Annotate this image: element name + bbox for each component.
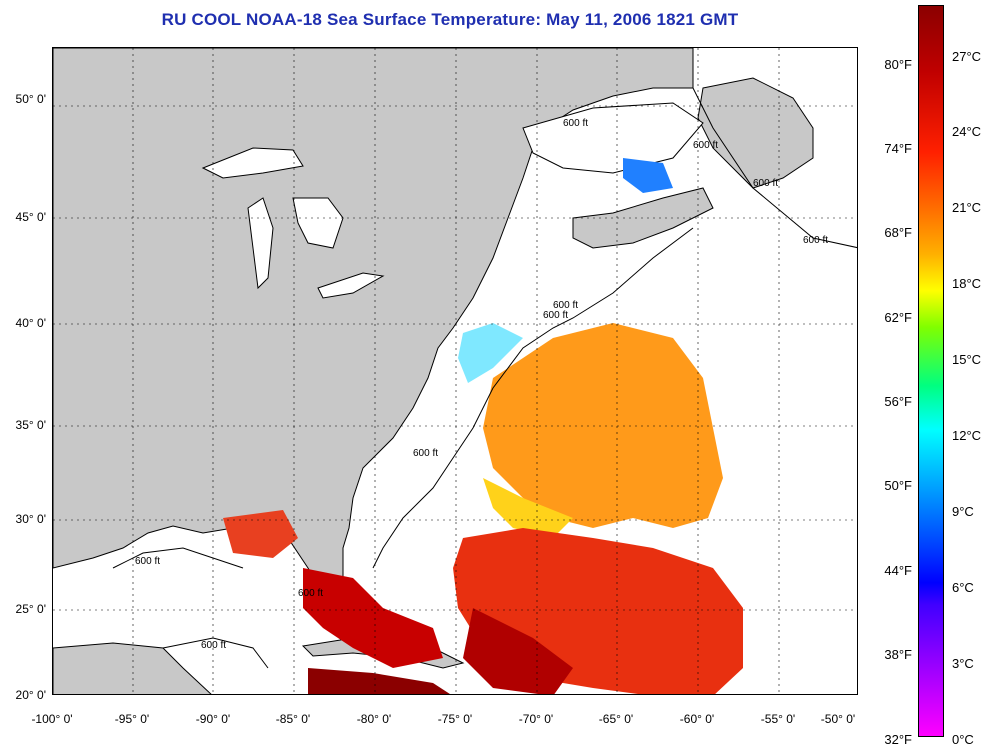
gulf-st-lawrence: [522, 102, 704, 174]
contour-label: 600 ft: [413, 448, 438, 459]
fahrenheit-label: 44°F: [884, 563, 912, 578]
fahrenheit-label: 68°F: [884, 225, 912, 240]
celsius-label: 21°C: [952, 200, 982, 215]
lon-label: -55° 0': [760, 712, 796, 726]
fahrenheit-label: 50°F: [884, 478, 912, 493]
fahrenheit-label: 80°F: [884, 57, 912, 72]
lake-huron: [292, 197, 344, 249]
lon-label: -95° 0': [114, 712, 150, 726]
celsius-label: 18°C: [952, 276, 982, 291]
contour-label: 600 ft: [753, 178, 778, 189]
lat-label: 20° 0': [15, 688, 46, 702]
lat-label: 25° 0': [15, 602, 46, 616]
shelf-contour-600ft: [112, 87, 857, 669]
sst-map[interactable]: 600 ft 600 ft 600 ft 600 ft 600 ft 600 f…: [52, 47, 858, 695]
celsius-label: 24°C: [952, 124, 982, 139]
lon-label: -70° 0': [518, 712, 554, 726]
fahrenheit-label: 62°F: [884, 310, 912, 325]
sst-yellow-band: [483, 478, 573, 538]
lake-michigan: [247, 197, 274, 290]
map-canvas: 600 ft 600 ft 600 ft 600 ft 600 ft 600 f…: [53, 48, 857, 694]
lon-label: -100° 0': [31, 712, 73, 726]
contour-label: 600 ft: [693, 140, 718, 151]
lon-label: -50° 0': [820, 712, 856, 726]
contour-label: 600 ft: [563, 118, 588, 129]
lat-lon-grid: [53, 48, 857, 694]
contour-label: 600 ft: [298, 588, 323, 599]
sst-gulf-patch: [223, 510, 298, 558]
lat-label: 50° 0': [15, 92, 46, 106]
fahrenheit-label: 32°F: [884, 732, 912, 747]
yucatan-land: [53, 642, 212, 694]
lat-label: 45° 0': [15, 210, 46, 224]
contour-label: 600 ft: [553, 300, 578, 311]
contour-label: 600 ft: [135, 556, 160, 567]
lat-label: 30° 0': [15, 512, 46, 526]
sst-florida-keys: [303, 568, 443, 668]
contour-label: 600 ft: [803, 235, 828, 246]
contour-label: 600 ft: [543, 310, 568, 321]
lat-label: 40° 0': [15, 316, 46, 330]
celsius-label: 0°C: [952, 732, 974, 747]
newfoundland-land: [697, 77, 814, 189]
lat-label: 35° 0': [15, 418, 46, 432]
lon-label: -65° 0': [598, 712, 634, 726]
celsius-label: 6°C: [952, 580, 974, 595]
celsius-label: 15°C: [952, 352, 982, 367]
celsius-label: 9°C: [952, 504, 974, 519]
celsius-label: 3°C: [952, 656, 974, 671]
sst-caribbean-hot: [463, 608, 573, 694]
fahrenheit-label: 74°F: [884, 141, 912, 156]
sst-gulf-stlawrence-cold: [623, 158, 673, 193]
temperature-colorbar: [918, 5, 944, 737]
lon-label: -80° 0': [356, 712, 392, 726]
lon-label: -90° 0': [195, 712, 231, 726]
lon-label: -60° 0': [679, 712, 715, 726]
sst-cuba-hot: [308, 668, 450, 694]
lake-erie: [317, 272, 385, 299]
lon-label: -85° 0': [275, 712, 311, 726]
page-title: RU COOL NOAA-18 Sea Surface Temperature:…: [161, 10, 739, 29]
fahrenheit-label: 38°F: [884, 647, 912, 662]
sst-northeast-cold: [458, 323, 523, 383]
celsius-label: 12°C: [952, 428, 982, 443]
celsius-label: 27°C: [952, 49, 982, 64]
fahrenheit-label: 56°F: [884, 394, 912, 409]
lon-label: -75° 0': [437, 712, 473, 726]
lake-superior: [201, 147, 304, 179]
contour-label: 600 ft: [201, 640, 226, 651]
sst-gulf-stretch: [483, 323, 723, 528]
